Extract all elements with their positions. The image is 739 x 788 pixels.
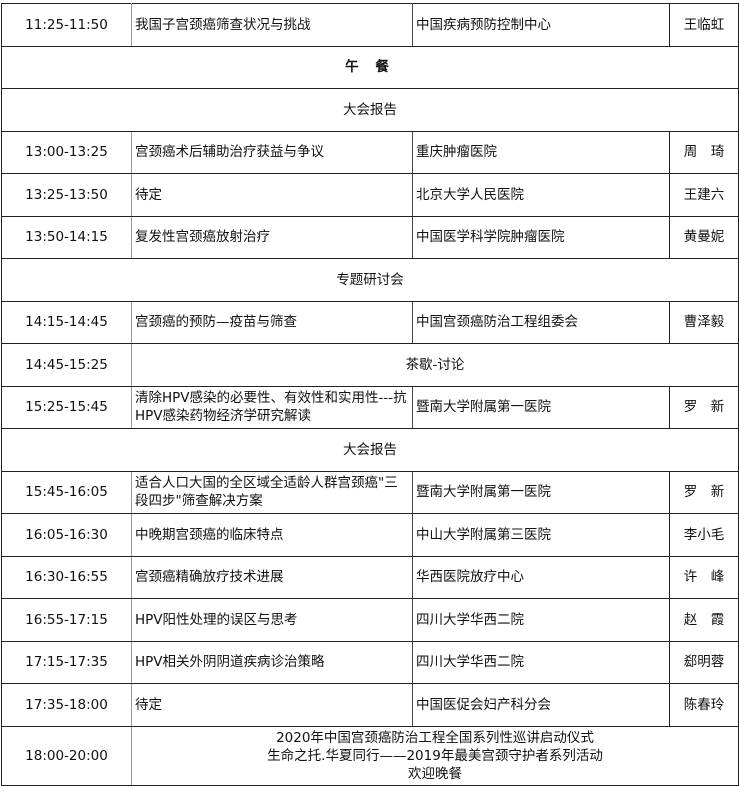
institution-cell: 华西医院放疗中心 <box>412 555 670 599</box>
break-label: 茶歇-讨论 <box>131 343 739 387</box>
time-cell: 13:50-14:15 <box>1 215 132 259</box>
schedule-row: 14:15-14:45 宫颈癌的预防—疫苗与筛查 中国宫颈癌防治工程组委会 曹泽毅 <box>1 300 739 344</box>
institution-cell: 中国宫颈癌防治工程组委会 <box>412 300 670 344</box>
schedule-row: 15:25-15:45 清除HPV感染的必要性、有效性和实用性---抗HPV感染药… <box>1 385 739 429</box>
institution-cell: 重庆肿瘤医院 <box>412 130 670 174</box>
topic-cell: 宫颈癌精确放疗技术进展 <box>131 555 413 599</box>
event-line: 2020年中国宫颈癌防治工程全国系列性巡讲启动仪式 <box>276 729 594 746</box>
institution-cell: 中国疾病预防控制中心 <box>412 3 670 47</box>
schedule-row: 11:25-11:50 我国子宫颈癌筛查状况与挑战 中国疾病预防控制中心 王临虹 <box>1 3 739 47</box>
topic-cell: 中晚期宫颈癌的临床特点 <box>131 513 413 557</box>
time-cell: 16:55-17:15 <box>1 598 132 642</box>
section-title: 专题研讨会 <box>1 258 739 302</box>
topic-cell: 宫颈癌术后辅助治疗获益与争议 <box>131 130 413 174</box>
time-cell: 13:25-13:50 <box>1 173 132 217</box>
schedule-row: 16:05-16:30 中晚期宫颈癌的临床特点 中山大学附属第三医院 李小毛 <box>1 513 739 557</box>
speaker-cell: 周 琦 <box>669 130 739 174</box>
speaker-cell: 罗 新 <box>669 385 739 429</box>
time-cell: 14:45-15:25 <box>1 343 132 387</box>
institution-cell: 暨南大学附属第一医院 <box>412 385 670 429</box>
section-title: 大会报告 <box>1 88 739 132</box>
speaker-cell: 王建六 <box>669 173 739 217</box>
topic-cell: 我国子宫颈癌筛查状况与挑战 <box>131 3 413 47</box>
event-line: 生命之托.华夏同行——2019年最美宫颈守护者系列活动 <box>267 747 603 764</box>
topic-cell: HPV阳性处理的误区与思考 <box>131 598 413 642</box>
time-cell: 11:25-11:50 <box>1 3 132 47</box>
schedule-row: 17:15-17:35 HPV相关外阴阴道疾病诊治策略 四川大学华西二院 郄明蓉 <box>1 640 739 684</box>
schedule-row: 14:45-15:25 茶歇-讨论 <box>1 343 739 387</box>
speaker-cell: 赵 霞 <box>669 598 739 642</box>
time-cell: 14:15-14:45 <box>1 300 132 344</box>
topic-cell: 待定 <box>131 683 413 727</box>
topic-cell: 待定 <box>131 173 413 217</box>
event-cell: 2020年中国宫颈癌防治工程全国系列性巡讲启动仪式 生命之托.华夏同行——2019… <box>131 725 739 786</box>
schedule-table: 11:25-11:50 我国子宫颈癌筛查状况与挑战 中国疾病预防控制中心 王临虹午 餐… <box>1 3 739 786</box>
section-header-row: 大会报告 <box>1 428 739 472</box>
institution-cell: 四川大学华西二院 <box>412 640 670 684</box>
speaker-cell: 王临虹 <box>669 3 739 47</box>
topic-cell: 适合人口大国的全区域全适龄人群宫颈癌"三段四步"筛查解决方案 <box>131 470 413 514</box>
speaker-cell: 陈春玲 <box>669 683 739 727</box>
time-cell: 17:15-17:35 <box>1 640 132 684</box>
institution-cell: 中山大学附属第三医院 <box>412 513 670 557</box>
schedule-row: 16:30-16:55 宫颈癌精确放疗技术进展 华西医院放疗中心许 峰 <box>1 555 739 599</box>
schedule-row: 17:35-18:00 待定 中国医促会妇产科分会 陈春玲 <box>1 683 739 727</box>
section-title: 午 餐 <box>1 45 739 89</box>
event-line: 欢迎晚餐 <box>408 765 462 782</box>
section-header-row: 午 餐 <box>1 45 739 89</box>
section-header-row: 专题研讨会 <box>1 258 739 302</box>
institution-cell: 中国医学科学院肿瘤医院 <box>412 215 670 259</box>
schedule-row: 16:55-17:15 HPV阳性处理的误区与思考 四川大学华西二院赵 霞 <box>1 598 739 642</box>
topic-cell: HPV相关外阴阴道疾病诊治策略 <box>131 640 413 684</box>
schedule-row: 15:45-16:05 适合人口大国的全区域全适龄人群宫颈癌"三段四步"筛查解决方… <box>1 470 739 514</box>
schedule-row: 13:50-14:15 复发性宫颈癌放射治疗 中国医学科学院肿瘤医院 黄曼妮 <box>1 215 739 259</box>
speaker-cell: 许 峰 <box>669 555 739 599</box>
speaker-cell: 李小毛 <box>669 513 739 557</box>
time-cell: 18:00-20:00 <box>1 725 132 786</box>
schedule-row: 13:25-13:50 待定 北京大学人民医院 王建六 <box>1 173 739 217</box>
topic-cell: 复发性宫颈癌放射治疗 <box>131 215 413 259</box>
schedule-row: 13:00-13:25 宫颈癌术后辅助治疗获益与争议 重庆肿瘤医院周 琦 <box>1 130 739 174</box>
time-cell: 16:05-16:30 <box>1 513 132 557</box>
speaker-cell: 郄明蓉 <box>669 640 739 684</box>
topic-cell: 清除HPV感染的必要性、有效性和实用性---抗HPV感染药物经济学研究解读 <box>131 385 413 429</box>
speaker-cell: 曹泽毅 <box>669 300 739 344</box>
time-cell: 13:00-13:25 <box>1 130 132 174</box>
section-header-row: 大会报告 <box>1 88 739 132</box>
time-cell: 16:30-16:55 <box>1 555 132 599</box>
institution-cell: 四川大学华西二院 <box>412 598 670 642</box>
time-cell: 15:45-16:05 <box>1 470 132 514</box>
time-cell: 15:25-15:45 <box>1 385 132 429</box>
institution-cell: 中国医促会妇产科分会 <box>412 683 670 727</box>
topic-cell: 宫颈癌的预防—疫苗与筛查 <box>131 300 413 344</box>
section-title: 大会报告 <box>1 428 739 472</box>
time-cell: 17:35-18:00 <box>1 683 132 727</box>
institution-cell: 北京大学人民医院 <box>412 173 670 217</box>
speaker-cell: 罗 新 <box>669 470 739 514</box>
speaker-cell: 黄曼妮 <box>669 215 739 259</box>
institution-cell: 暨南大学附属第一医院 <box>412 470 670 514</box>
schedule-row: 18:00-20:00 2020年中国宫颈癌防治工程全国系列性巡讲启动仪式 生命之托… <box>1 725 739 786</box>
